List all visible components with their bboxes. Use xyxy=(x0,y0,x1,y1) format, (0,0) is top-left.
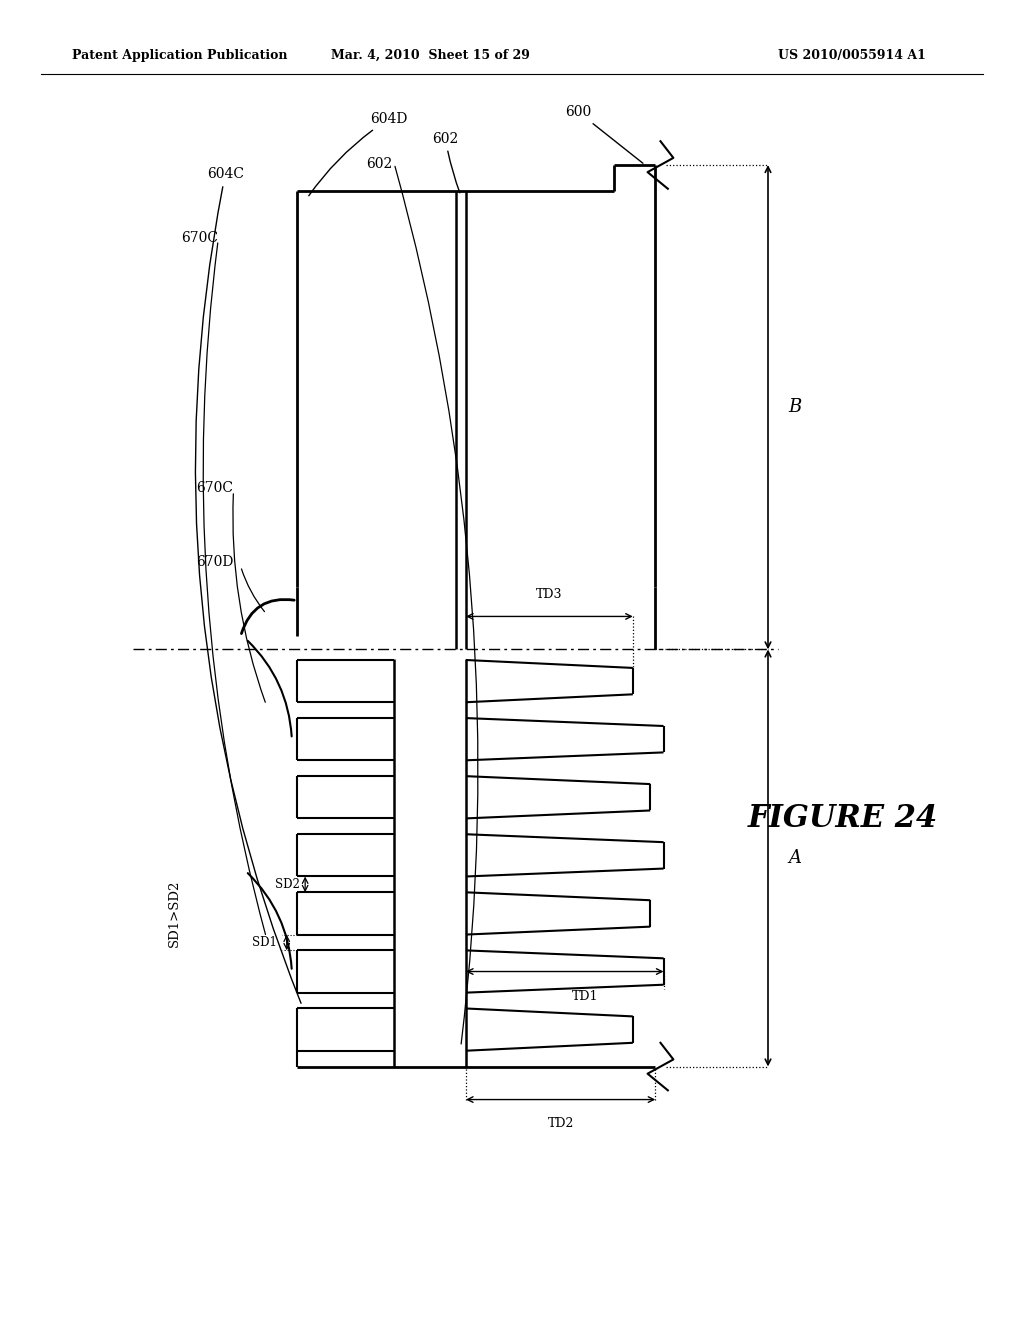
Text: 602: 602 xyxy=(366,157,392,170)
Text: Mar. 4, 2010  Sheet 15 of 29: Mar. 4, 2010 Sheet 15 of 29 xyxy=(331,49,529,62)
Text: TD2: TD2 xyxy=(548,1117,573,1130)
Text: 604C: 604C xyxy=(196,168,301,1003)
Text: Patent Application Publication: Patent Application Publication xyxy=(72,49,287,62)
Text: A: A xyxy=(788,849,802,867)
Text: B: B xyxy=(788,399,802,416)
Text: 602: 602 xyxy=(432,132,460,193)
Text: 670C: 670C xyxy=(197,482,233,495)
Text: SD1>SD2: SD1>SD2 xyxy=(168,879,180,948)
Text: FIGURE 24: FIGURE 24 xyxy=(748,803,938,834)
Text: SD2: SD2 xyxy=(275,878,300,891)
Text: 670D: 670D xyxy=(197,556,233,569)
Text: SD1: SD1 xyxy=(252,936,276,949)
Text: US 2010/0055914 A1: US 2010/0055914 A1 xyxy=(778,49,926,62)
Text: TD3: TD3 xyxy=(537,587,562,601)
Text: 600: 600 xyxy=(565,106,643,164)
Text: 604D: 604D xyxy=(309,112,408,195)
Text: 670C: 670C xyxy=(181,231,218,244)
Text: TD1: TD1 xyxy=(572,990,598,1003)
